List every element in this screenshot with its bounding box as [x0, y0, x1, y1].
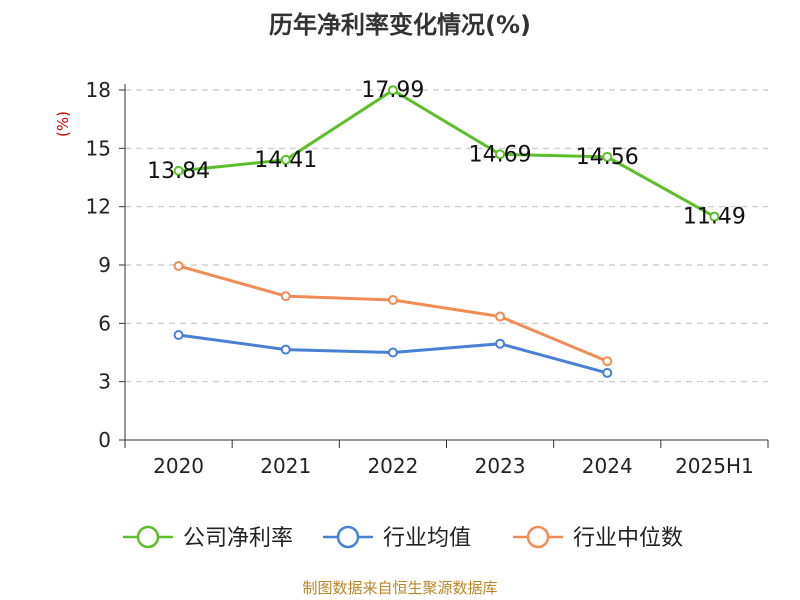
data-label: 13.84 — [147, 159, 210, 184]
data-label: 14.69 — [469, 142, 532, 167]
y-tick-label: 6 — [98, 311, 111, 335]
x-tick-label: 2022 — [367, 454, 418, 478]
y-tick-label: 9 — [98, 253, 111, 277]
x-tick-label: 2021 — [260, 454, 311, 478]
x-tick-labels: 2020 2021 2022 2023 2024 2025H1 — [153, 454, 754, 478]
x-tick-label: 2024 — [582, 454, 633, 478]
data-point — [387, 85, 398, 96]
legend-marker — [526, 525, 550, 549]
chart-title: 历年净利率变化情况(%) — [269, 11, 531, 39]
data-point — [495, 338, 506, 349]
legend-label: 行业均值 — [383, 526, 471, 551]
axes — [119, 84, 769, 448]
x-tick-label: 2025H1 — [675, 454, 754, 478]
y-axis-label: (%) — [54, 111, 72, 137]
source-note: 制图数据来自恒生聚源数据库 — [302, 579, 497, 597]
series-line-公司净利率 — [178, 88, 716, 218]
data-label: 14.56 — [576, 145, 639, 170]
data-label: 17.99 — [361, 78, 424, 103]
series-line-行业中位数 — [178, 264, 608, 363]
data-label: 14.41 — [254, 148, 317, 173]
data-point — [280, 291, 291, 302]
legend-label: 公司净利率 — [183, 526, 293, 551]
legend-label: 行业中位数 — [573, 526, 683, 551]
gridlines — [125, 89, 768, 383]
data-point — [173, 165, 184, 176]
data-point — [602, 367, 613, 378]
y-tick-label: 15 — [86, 136, 111, 160]
data-point — [173, 330, 184, 340]
legend-marker — [336, 525, 360, 549]
y-tick-label: 12 — [86, 195, 111, 219]
y-tick-labels: 0 3 6 9 12 15 18 — [86, 78, 111, 452]
series-layer — [173, 85, 720, 378]
y-tick-label: 18 — [86, 78, 111, 102]
legend-marker — [136, 525, 160, 549]
data-point — [387, 295, 398, 305]
data-point — [280, 154, 291, 165]
y-tick-label: 0 — [98, 428, 111, 452]
data-point — [602, 151, 613, 162]
legend: 公司净利率 行业均值 行业中位数 — [123, 525, 683, 551]
data-label: 11.49 — [683, 205, 746, 230]
data-point — [387, 347, 398, 358]
data-point — [495, 149, 506, 160]
data-point — [495, 311, 506, 322]
x-tick-label: 2023 — [475, 454, 526, 478]
data-point — [173, 260, 184, 271]
y-tick-label: 3 — [98, 370, 111, 394]
data-point — [709, 211, 720, 222]
data-point — [602, 356, 613, 367]
data-point — [280, 344, 291, 355]
x-tick-label: 2020 — [153, 454, 204, 478]
data-labels: 13.84 14.41 17.99 14.69 14.56 11.49 — [147, 78, 746, 229]
